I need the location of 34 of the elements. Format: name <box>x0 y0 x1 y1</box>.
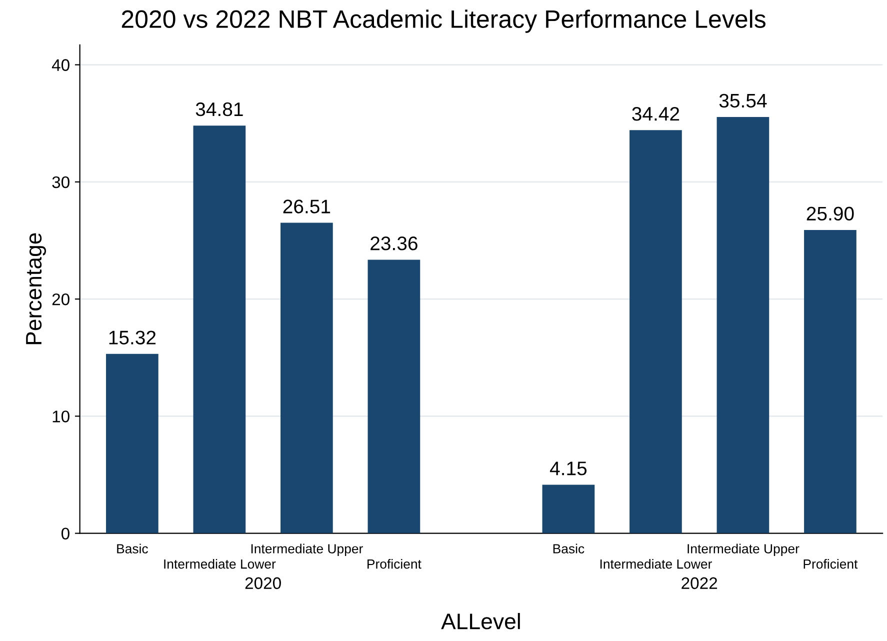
y-axis-title: Percentage <box>26 233 46 344</box>
bar <box>804 230 856 534</box>
bar <box>106 354 158 534</box>
x-tick-label: Basic <box>553 544 584 554</box>
bar <box>630 130 682 534</box>
data-label: 35.54 <box>719 94 767 108</box>
x-tick-label: Proficient <box>804 559 858 569</box>
x-tick-label: Intermediate Upper <box>251 544 363 556</box>
x-tick-label: Intermediate Lower <box>600 559 712 569</box>
bar <box>542 484 595 534</box>
data-label: 23.36 <box>370 236 418 250</box>
x-axis-title: ALLevel <box>441 612 520 630</box>
x-tick-label: Basic <box>117 544 148 554</box>
y-tick-label: 20 <box>52 293 70 306</box>
x-tick-label: Intermediate Upper <box>688 544 800 556</box>
y-tick-label: 40 <box>52 59 70 71</box>
bar <box>280 222 333 534</box>
data-label: 26.51 <box>283 200 330 214</box>
y-tick-label: 0 <box>61 528 70 540</box>
bar <box>368 260 420 534</box>
bar <box>193 126 246 534</box>
data-label: 34.81 <box>196 102 243 116</box>
data-label: 25.90 <box>806 206 854 221</box>
data-label: 34.42 <box>632 106 680 121</box>
data-label: 15.32 <box>109 330 156 344</box>
data-label: 4.15 <box>550 462 587 476</box>
y-tick-label: 10 <box>52 410 70 422</box>
x-tick-label: Proficient <box>368 559 422 569</box>
chart-title: 2020 vs 2022 NBT Academic Literacy Performance Levels <box>122 10 766 33</box>
x-tick-label: Intermediate Lower <box>164 559 276 569</box>
text: 2020 <box>245 577 281 590</box>
y-tick-label: 30 <box>52 176 70 188</box>
bar <box>716 117 770 534</box>
text: 2022 <box>682 577 718 590</box>
